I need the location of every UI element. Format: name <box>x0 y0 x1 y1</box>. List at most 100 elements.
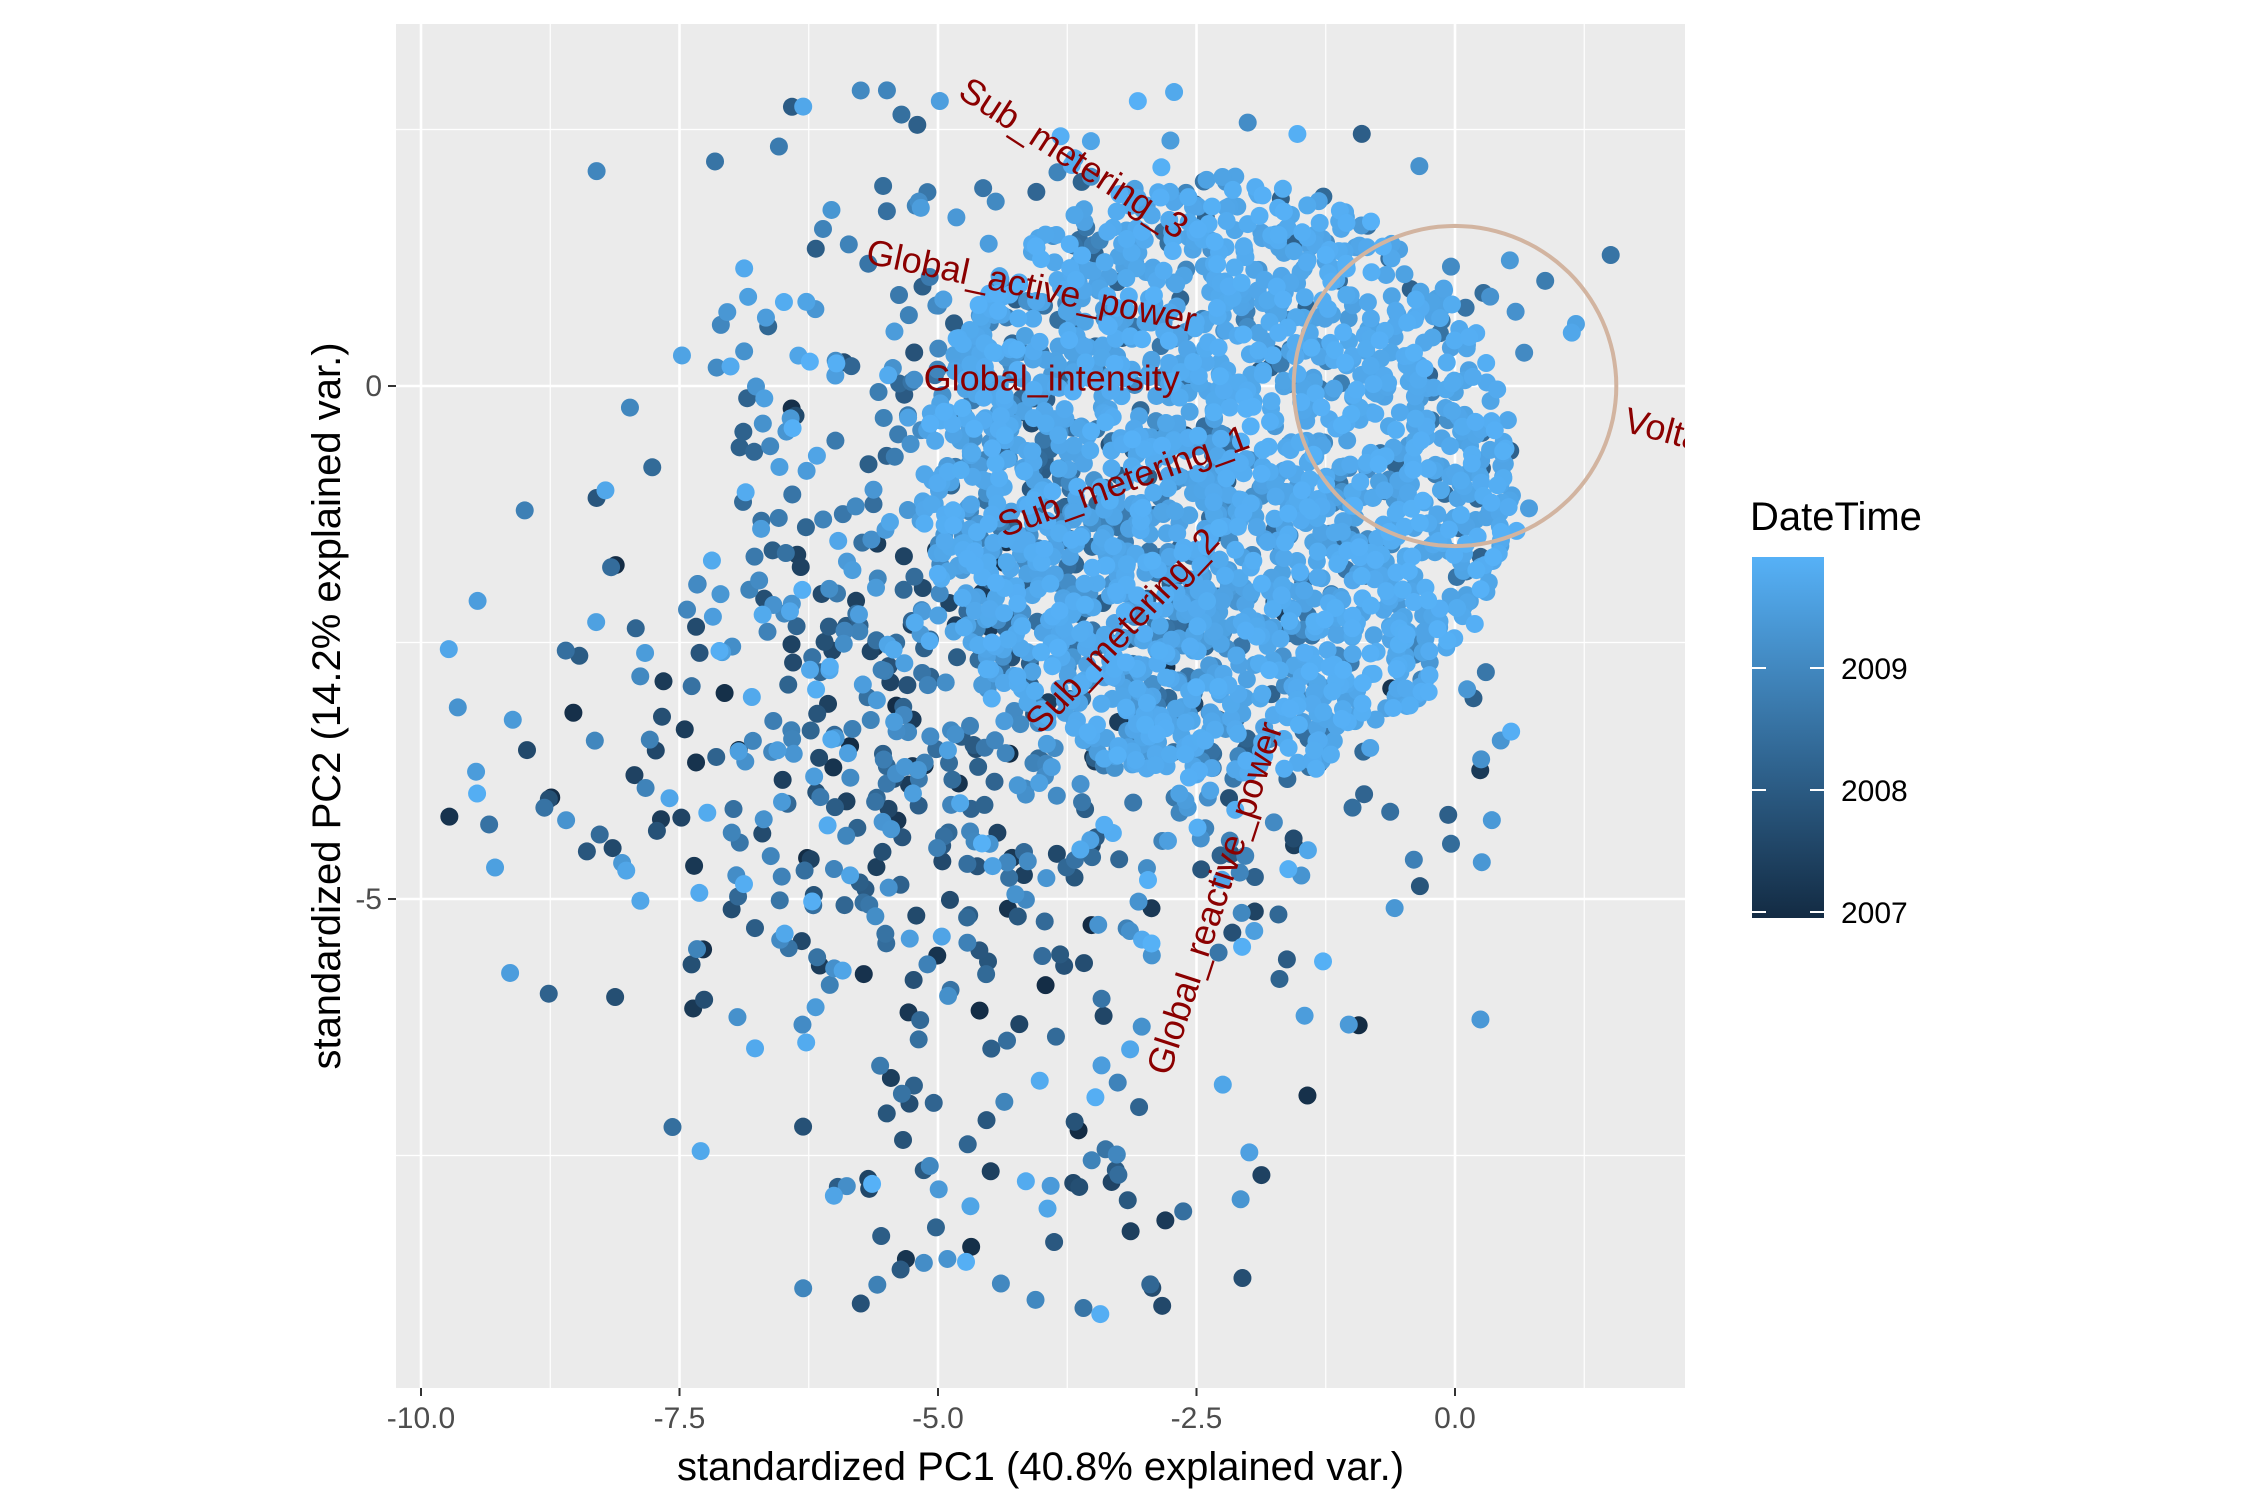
data-point <box>1300 662 1319 681</box>
data-point <box>907 906 926 925</box>
data-point <box>631 891 650 910</box>
data-point <box>843 719 862 738</box>
data-point <box>1034 430 1053 449</box>
data-point <box>1010 275 1029 294</box>
data-point <box>1275 549 1294 568</box>
data-point <box>1176 745 1195 764</box>
data-point <box>953 588 972 607</box>
data-point <box>879 878 898 897</box>
legend-colorbar <box>1752 557 1824 918</box>
data-point <box>1060 235 1079 254</box>
data-point <box>672 346 691 365</box>
data-point <box>986 192 1005 211</box>
data-point <box>1014 866 1033 885</box>
data-point <box>819 617 838 636</box>
data-point <box>1110 850 1129 869</box>
data-point <box>1293 223 1312 242</box>
data-point <box>1352 124 1371 143</box>
data-point <box>1179 188 1198 207</box>
data-point <box>877 202 896 221</box>
data-point <box>1018 852 1037 871</box>
data-point <box>977 1111 996 1130</box>
data-point <box>739 287 758 306</box>
data-point <box>654 672 673 691</box>
data-point <box>687 617 706 636</box>
data-point <box>1337 254 1356 273</box>
data-point <box>1035 912 1054 931</box>
data-point <box>722 823 741 842</box>
data-point <box>1419 591 1438 610</box>
data-point <box>1328 555 1347 574</box>
data-point <box>1357 339 1376 358</box>
data-point <box>1245 868 1264 887</box>
data-point <box>794 1117 813 1136</box>
data-point <box>1050 679 1069 698</box>
data-point <box>1476 663 1495 682</box>
data-point <box>1094 1006 1113 1025</box>
data-point <box>1404 460 1423 479</box>
data-point <box>1263 600 1282 619</box>
data-point <box>985 772 1004 791</box>
data-point <box>690 883 709 902</box>
data-point <box>706 152 725 171</box>
data-point <box>1204 493 1223 512</box>
data-point <box>1442 295 1461 314</box>
data-point <box>1115 473 1134 492</box>
data-point <box>1146 756 1165 775</box>
data-point <box>926 1218 945 1237</box>
data-point <box>982 1039 1001 1058</box>
data-point <box>895 654 914 673</box>
data-point <box>1092 694 1111 713</box>
data-point <box>818 816 837 835</box>
data-point <box>1138 871 1157 890</box>
data-point <box>801 660 820 679</box>
data-point <box>1260 661 1279 680</box>
data-point <box>1075 312 1094 331</box>
data-point <box>1097 556 1116 575</box>
data-point <box>682 955 701 974</box>
data-point <box>1390 403 1409 422</box>
data-point <box>1078 723 1097 742</box>
data-point <box>932 927 951 946</box>
data-point <box>1358 238 1377 257</box>
data-point <box>1506 302 1525 321</box>
data-point <box>1159 466 1178 485</box>
data-point <box>1189 367 1208 386</box>
data-point <box>866 907 885 926</box>
data-point <box>1382 287 1401 306</box>
data-point <box>1437 353 1456 372</box>
data-point <box>774 293 793 312</box>
data-point <box>690 643 709 662</box>
data-point <box>783 485 802 504</box>
data-point <box>944 516 963 535</box>
data-point <box>928 838 947 857</box>
data-point <box>814 510 833 529</box>
data-point <box>853 675 872 694</box>
data-point <box>539 984 558 1003</box>
data-point <box>1144 601 1163 620</box>
data-point <box>854 965 873 984</box>
data-point <box>1237 670 1256 689</box>
data-point <box>1420 642 1439 661</box>
data-point <box>758 622 777 641</box>
data-point <box>1347 380 1366 399</box>
data-point <box>1064 436 1083 455</box>
data-point <box>1107 298 1126 317</box>
data-point <box>1462 454 1481 473</box>
data-point <box>1386 301 1405 320</box>
data-point <box>974 388 993 407</box>
data-point <box>1443 401 1462 420</box>
data-point <box>1100 491 1119 510</box>
data-point <box>1272 586 1291 605</box>
data-point <box>663 1118 682 1137</box>
data-point <box>1163 241 1182 260</box>
data-point <box>1121 1222 1140 1241</box>
data-point <box>1217 469 1236 488</box>
data-point <box>998 1031 1017 1050</box>
data-point <box>1397 625 1416 644</box>
data-point <box>1482 811 1501 830</box>
data-point <box>1226 800 1245 819</box>
data-point <box>957 370 976 389</box>
data-point <box>820 657 839 676</box>
data-point <box>1142 206 1161 225</box>
